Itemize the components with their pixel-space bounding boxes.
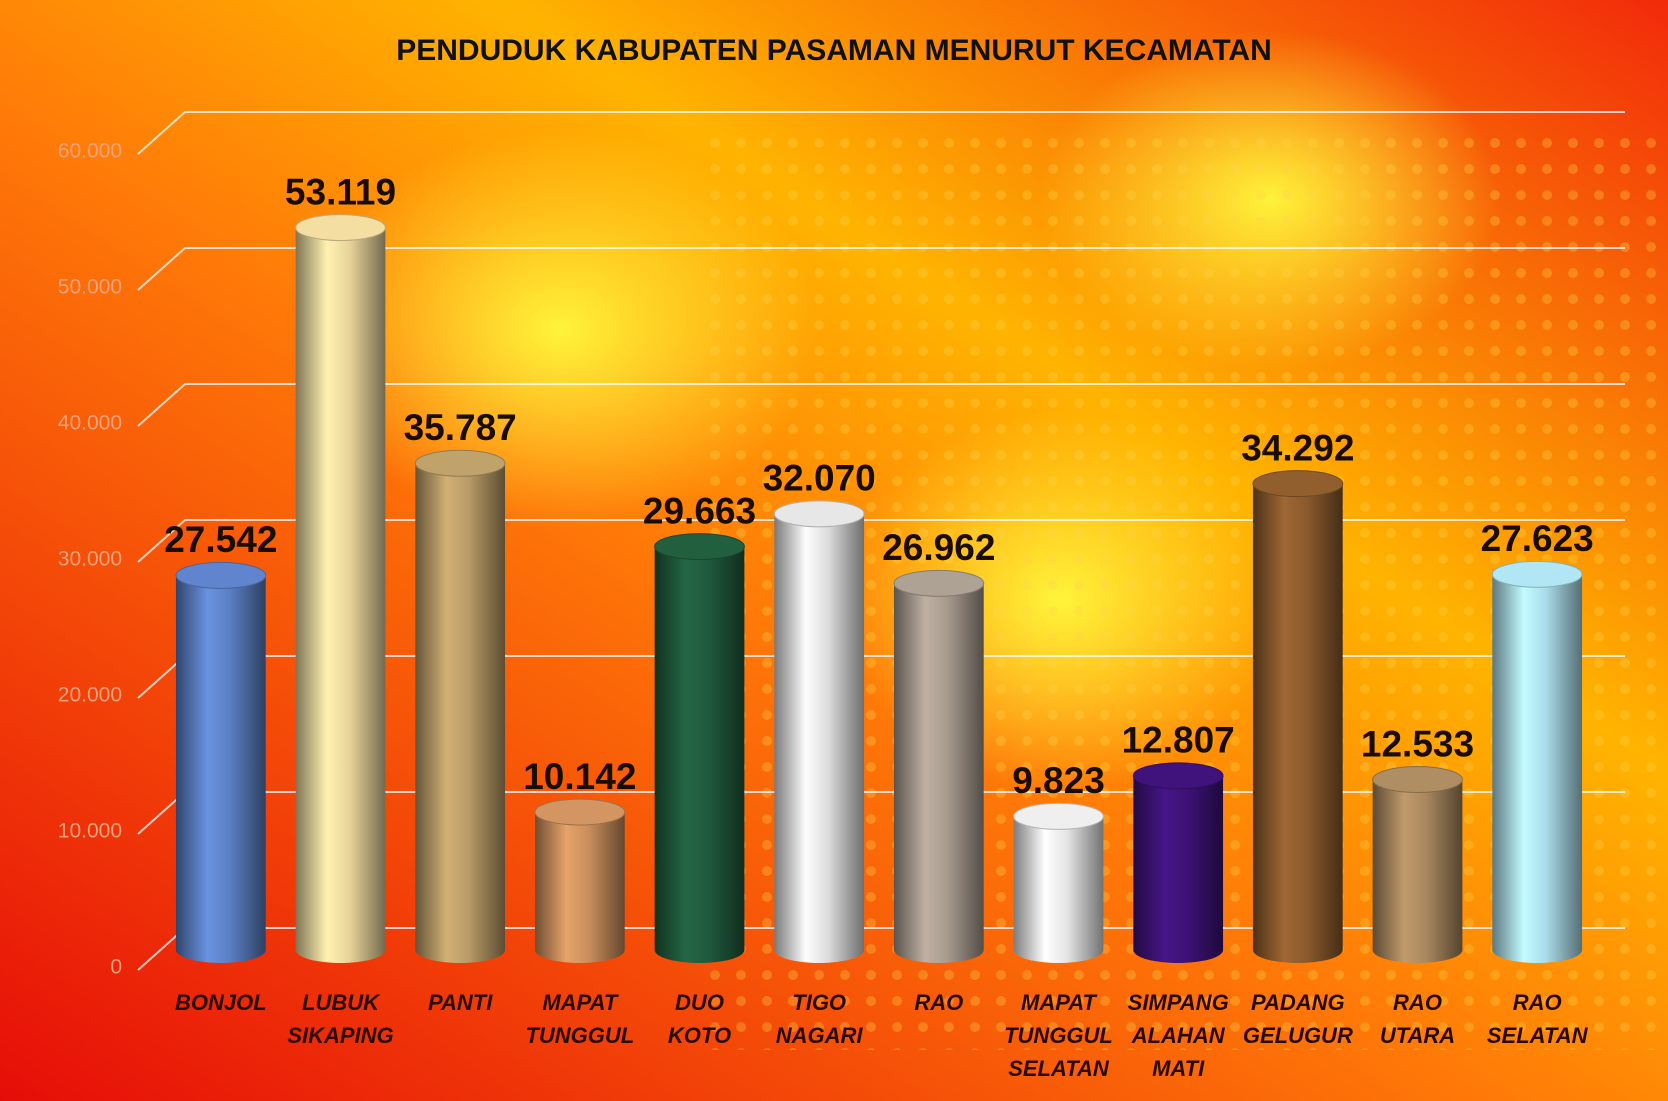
- y-tick-label: 30.000: [58, 548, 122, 571]
- bar: [1252, 470, 1344, 964]
- x-tick-label: DUO KOTO: [668, 990, 731, 1048]
- x-tick-label-line: PADANG: [1251, 990, 1345, 1015]
- bar-top: [414, 449, 506, 477]
- bar-body: [1013, 816, 1104, 964]
- bar-body: [1252, 483, 1343, 964]
- bar-body: [534, 812, 625, 964]
- x-tick-label-line: ALAHAN: [1131, 1023, 1226, 1048]
- x-tick-label: MAPAT TUNGGUL SELATAN: [1004, 990, 1113, 1081]
- x-tick-label-line: RAO: [1513, 990, 1562, 1015]
- x-tick-label-line: PANTI: [428, 990, 493, 1015]
- x-tick-label-line: RAO: [914, 990, 963, 1015]
- bar-top: [1132, 762, 1224, 790]
- bar: [654, 533, 745, 964]
- x-tick-label-line: SIMPANG: [1128, 990, 1229, 1015]
- x-tick-label-line: SELATAN: [1008, 1056, 1110, 1081]
- y-tick-label: 10.000: [58, 820, 122, 843]
- y-tick-label: 40.000: [58, 412, 122, 435]
- bar: [1491, 560, 1583, 964]
- bar-body: [1372, 779, 1463, 963]
- bar-body: [415, 463, 506, 964]
- bar-body: [175, 575, 266, 963]
- grid-line: [137, 111, 1625, 155]
- bar: [534, 798, 626, 964]
- x-tick-label: TIGO NAGARI: [776, 990, 864, 1048]
- data-label: 12.807: [1122, 720, 1235, 761]
- x-tick-label-line: GELUGUR: [1243, 1023, 1353, 1048]
- bar-body: [893, 583, 984, 964]
- bar-body: [1492, 574, 1583, 964]
- bar: [893, 569, 985, 964]
- y-tick-label: 20.000: [58, 684, 122, 707]
- bar-top: [295, 214, 386, 242]
- bar-top: [893, 569, 985, 597]
- bar-top: [1252, 470, 1344, 498]
- x-tick-label-line: DUO: [675, 990, 724, 1015]
- data-label: 27.623: [1481, 518, 1594, 559]
- bar: [175, 561, 267, 963]
- x-tick-label-line: UTARA: [1380, 1023, 1455, 1048]
- grid-line: [137, 383, 1625, 427]
- chart-title: PENDUDUK KABUPATEN PASAMAN MENURUT KECAM…: [396, 34, 1272, 67]
- x-tick-label-line: SIKAPING: [287, 1023, 393, 1048]
- x-tick-label: RAO: [914, 990, 963, 1015]
- x-tick-label-line: MATI: [1152, 1056, 1205, 1081]
- x-tick-label-line: MAPAT: [542, 990, 619, 1015]
- data-label: 29.663: [643, 490, 756, 531]
- y-tick-label: 50.000: [58, 276, 122, 299]
- bar-body: [654, 546, 745, 964]
- bar: [1132, 762, 1224, 964]
- bar-top: [1013, 802, 1104, 830]
- x-tick-label: PANTI: [428, 990, 493, 1015]
- grid-line: [137, 247, 1625, 291]
- x-tick-label-line: TUNGGUL: [1004, 1023, 1113, 1048]
- bar: [414, 449, 506, 964]
- x-tick-label-line: NAGARI: [776, 1023, 864, 1048]
- data-label: 34.292: [1241, 427, 1354, 468]
- x-tick-label: RAO UTARA: [1380, 990, 1455, 1048]
- bar-body: [774, 513, 865, 964]
- x-tick-label-line: LUBUK: [302, 990, 381, 1015]
- x-tick-label-line: SELATAN: [1487, 1023, 1589, 1048]
- y-tick-label: 0: [110, 956, 122, 979]
- x-tick-label-line: KOTO: [668, 1023, 731, 1048]
- glow: [300, 130, 820, 530]
- x-tick-label-line: TUNGGUL: [525, 1023, 634, 1048]
- bar: [1013, 802, 1104, 964]
- data-label: 32.070: [763, 458, 876, 499]
- bar: [295, 214, 386, 964]
- y-tick-label: 60.000: [58, 140, 122, 163]
- data-label: 12.533: [1361, 723, 1474, 764]
- x-tick-label: MAPAT TUNGGUL: [525, 990, 634, 1048]
- bar-top: [534, 798, 626, 826]
- x-tick-label: BONJOL: [175, 990, 267, 1015]
- x-tick-label: SIMPANG ALAHAN MATI: [1128, 990, 1229, 1081]
- bar-top: [175, 561, 267, 589]
- bar-body: [295, 227, 386, 964]
- x-tick-label-line: MAPAT: [1021, 990, 1098, 1015]
- grid-line: [137, 519, 1625, 563]
- data-label: 10.142: [523, 756, 636, 797]
- x-tick-label-line: BONJOL: [175, 990, 267, 1015]
- bar-top: [1491, 560, 1583, 588]
- data-label: 53.119: [285, 171, 396, 212]
- x-tick-label-line: TIGO: [792, 990, 846, 1015]
- bar: [773, 500, 865, 964]
- x-tick-label: PADANG GELUGUR: [1243, 990, 1353, 1048]
- data-label: 35.787: [404, 407, 517, 448]
- bar-body: [1133, 775, 1224, 964]
- bar-top: [654, 533, 745, 561]
- bar-top: [1372, 766, 1463, 794]
- x-tick-label: RAO SELATAN: [1487, 990, 1589, 1048]
- data-label: 26.962: [882, 527, 995, 568]
- x-tick-label: LUBUK SIKAPING: [287, 990, 393, 1048]
- bar: [1372, 766, 1463, 963]
- x-tick-label-line: RAO: [1393, 990, 1442, 1015]
- bar-top: [773, 500, 865, 528]
- data-label: 27.542: [164, 519, 277, 560]
- data-label: 9.823: [1012, 760, 1105, 801]
